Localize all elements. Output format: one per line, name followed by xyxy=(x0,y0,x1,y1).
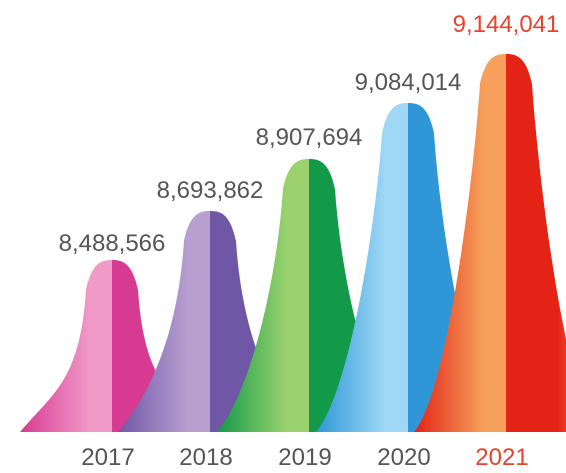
value-label-2018: 8,693,862 xyxy=(157,177,264,204)
x-tick-label-2017: 2017 xyxy=(81,444,134,468)
x-tick-label-2021: 2021 xyxy=(475,444,528,468)
value-label-2017: 8,488,566 xyxy=(59,230,166,257)
peaks-layer xyxy=(20,54,566,432)
peak-2021 xyxy=(414,54,566,432)
value-label-2020: 9,084,014 xyxy=(355,69,462,96)
x-tick-label-2019: 2019 xyxy=(278,444,331,468)
value-label-2019: 8,907,694 xyxy=(256,124,363,151)
labels-layer: 8,488,566 2017 8,693,862 2018 8,907,694 2019 9… xyxy=(59,11,560,471)
x-tick-label-2020: 2020 xyxy=(377,444,430,468)
x-tick-label-2018: 2018 xyxy=(179,444,232,468)
value-label-2021: 9,144,041 xyxy=(453,11,560,38)
